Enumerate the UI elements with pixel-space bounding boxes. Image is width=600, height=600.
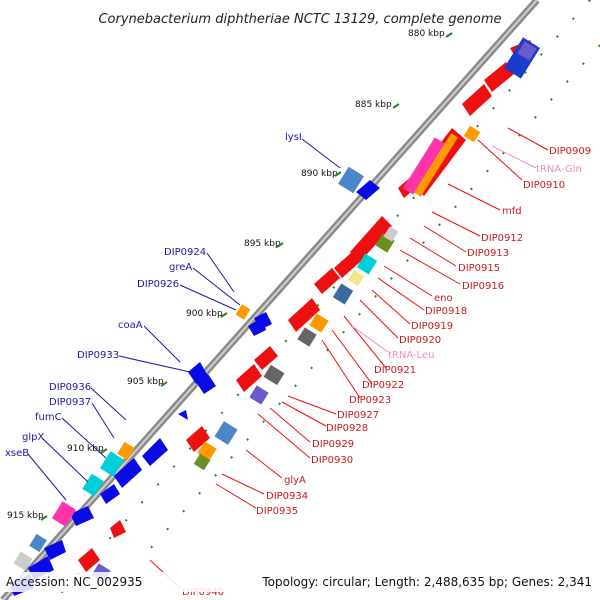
gene-feature [44,540,66,560]
gene-label: DIP0913 [467,248,509,259]
right-labels: DIP0909 tRNA-Gln DIP0910 mfd DIP0912 DIP… [182,146,591,598]
gene-label: DIP0920 [399,335,441,346]
tick-marks [40,32,453,521]
reverse-feature-boxes [91,37,541,583]
gene-label: DIP0933 [77,350,119,361]
gene-feature [462,84,492,116]
right-leaders [149,127,549,589]
gene-feature [142,438,168,466]
gene-feature [196,374,216,394]
trna-leaders [351,145,537,353]
gene-label: DIP0912 [481,233,523,244]
tick-label: 905 kbp [127,377,164,387]
gene-feature [314,268,340,294]
gene-feature [78,548,100,572]
left-leaders [27,138,341,501]
gene-feature [100,484,120,504]
left-labels: lysI DIP0924 greA DIP0926 coaA DIP0933 D… [5,132,302,459]
gene-label: glyA [284,475,306,486]
gene-feature [186,426,210,452]
forward-feature-boxes [13,166,364,571]
gene-label: DIP0936 [49,382,91,393]
footer-backdrop [0,572,600,592]
gene-label: DIP0935 [256,506,298,517]
gene-label: eno [434,293,453,304]
trna-label: tRNA-Leu [388,350,434,361]
gene-feature [254,346,278,370]
tick-label: 885 kbp [355,100,392,110]
gene-label: DIP0934 [266,491,308,502]
gene-label: DIP0909 [549,146,591,157]
gene-feature [288,298,320,332]
trna-label: tRNA-Gln [536,164,582,175]
gene-label: DIP0926 [137,279,179,290]
gene-feature [114,458,142,488]
gene-feature [236,364,262,392]
gene-label: greA [169,262,192,273]
gene-label: mfd [502,206,522,217]
gene-feature [70,506,94,526]
tick-label: 895 kbp [244,239,281,249]
gene-label: glpX [22,432,44,443]
gene-feature [334,252,360,278]
gene-feature [350,216,392,262]
accession-text: Accession: NC_002935 [6,575,142,589]
gene-label: DIP0910 [523,180,565,191]
gene-label: xseB [5,448,29,459]
tick-label: 915 kbp [7,511,44,521]
tick-ring [54,0,591,600]
gene-label: DIP0915 [458,263,500,274]
tick-labels: 880 kbp 885 kbp 890 kbp 895 kbp 900 kbp … [7,29,445,521]
gene-feature [178,410,188,420]
gene-label: DIP0929 [312,439,354,450]
gene-feature [356,180,380,200]
tick-label: 910 kbp [67,444,104,454]
gene-label: lysI [285,132,302,143]
gene-label: DIP0927 [337,410,379,421]
gene-label: DIP0937 [49,397,91,408]
gene-label: DIP0921 [374,365,416,376]
topology-text: Topology: circular; Length: 2,488,635 bp… [261,575,592,589]
tick-label: 880 kbp [408,29,445,39]
gene-label: fumC [35,412,62,423]
gene-label: DIP0923 [349,395,391,406]
gene-label: DIP0930 [311,455,353,466]
inner-ring [139,44,600,561]
gene-feature [110,520,126,538]
tick-label: 890 kbp [301,169,338,179]
gene-label: DIP0916 [462,281,504,292]
gene-label: DIP0940 [182,587,224,598]
gene-feature [248,318,266,336]
gene-label: DIP0918 [425,306,467,317]
backbone [0,0,540,600]
map-title: Corynebacterium diphtheriae NCTC 13129, … [98,12,501,27]
tick-label: 900 kbp [186,309,223,319]
gene-label: DIP0922 [362,380,404,391]
gene-label: coaA [118,320,143,331]
gene-label: DIP0928 [326,423,368,434]
gene-label: DIP0924 [164,247,206,258]
gene-label: DIP0919 [411,321,453,332]
